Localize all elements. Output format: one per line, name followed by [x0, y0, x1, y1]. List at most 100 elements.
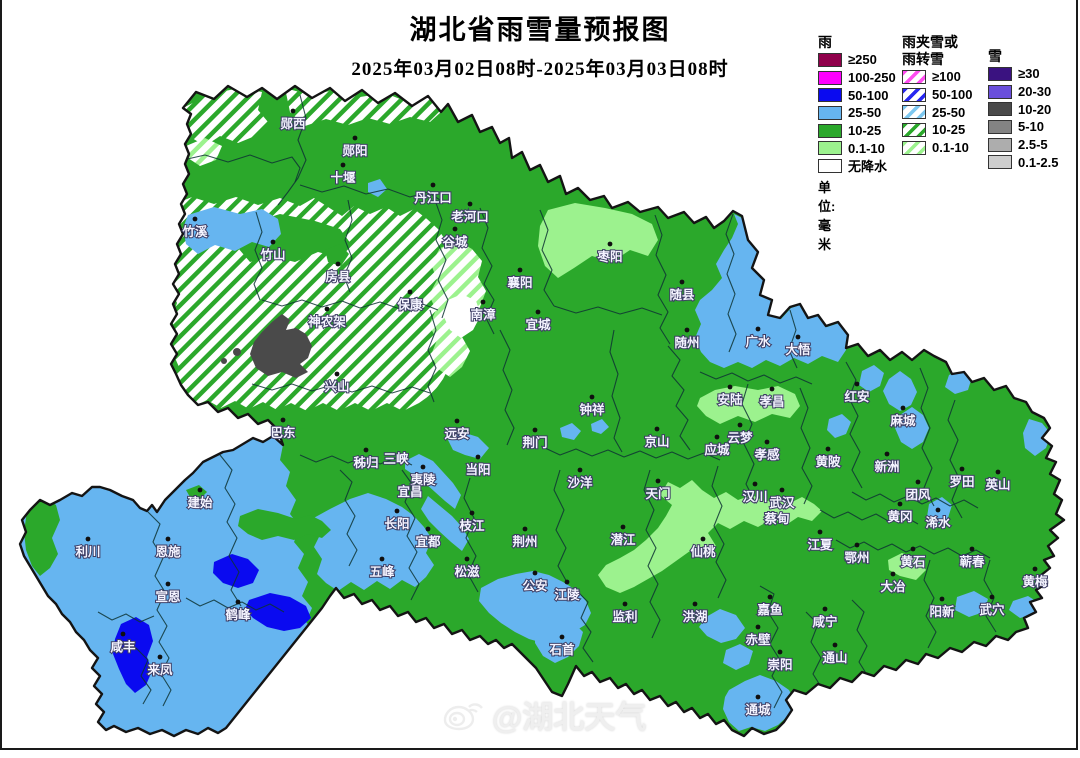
city-dot [959, 466, 965, 472]
city-label: 当阳 [465, 462, 490, 477]
legend-swatch [988, 66, 1012, 81]
legend-row: 0.1-10 [818, 139, 896, 157]
city-dot [822, 606, 828, 612]
city-dot [825, 446, 831, 452]
city-label: 大悟 [785, 342, 811, 357]
region-rain-25-50 [859, 365, 884, 392]
city-label: 天门 [645, 486, 670, 501]
legend-swatch [818, 52, 842, 67]
city-label: 通城 [745, 702, 771, 717]
city-label: 黄梅 [1022, 574, 1048, 589]
region-sleet-10-25 [169, 197, 451, 411]
city-label: 江陵 [554, 587, 580, 602]
legend-label: 5-10 [1018, 119, 1045, 135]
city-dot [832, 642, 838, 648]
legend-row: ≥250 [818, 51, 896, 69]
city-label: 英山 [985, 477, 1010, 492]
region-rain-25-50 [421, 496, 469, 551]
city-label: 黄陂 [815, 454, 841, 469]
city-label: 南漳 [470, 307, 496, 322]
city-dot [340, 162, 346, 168]
city-dot [767, 594, 773, 600]
city-dot [235, 599, 241, 605]
watermark-text: @湖北天气 [491, 700, 647, 735]
city-label: 枝江 [458, 518, 485, 533]
legend-row: ≥100 [902, 68, 972, 86]
city-dot [192, 216, 198, 222]
city-label: 随县 [669, 287, 695, 302]
city-label: 鄂州 [844, 551, 869, 565]
city-dot [969, 546, 975, 552]
legend-swatch [988, 102, 1012, 117]
city-dot [714, 434, 720, 440]
city-label: 洪湖 [682, 609, 707, 624]
legend-row: 100-250 [818, 69, 896, 87]
city-label: 江夏 [807, 537, 833, 552]
region-rain-0.1-10 [598, 480, 822, 593]
city-label: 大冶 [880, 579, 906, 594]
city-dot [884, 451, 890, 457]
city-label: 松滋 [454, 564, 480, 579]
city-label: 远安 [444, 426, 469, 441]
legend-label: 20-30 [1018, 84, 1052, 100]
region-rain-25-50 [883, 371, 917, 411]
city-dot [854, 542, 860, 548]
city-dot [454, 418, 460, 424]
region-rain-25-50 [183, 207, 281, 254]
city-dot [890, 571, 896, 577]
legend-row: 0.1-10 [902, 139, 972, 157]
city-label: 丹江口 [414, 190, 452, 205]
city-dot [165, 536, 171, 542]
city-dot [989, 594, 995, 600]
city-dot [532, 570, 538, 576]
page-title: 湖北省雨雪量预报图 [409, 15, 671, 45]
city-dot [755, 694, 761, 700]
city-dot [854, 381, 860, 387]
legend-swatch [902, 122, 926, 137]
city-label: 枣阳 [596, 249, 622, 264]
legend-row: ≥30 [988, 65, 1058, 83]
city-label: 咸丰 [110, 639, 136, 654]
city-dot [522, 526, 528, 532]
legend-row: 25-50 [818, 104, 896, 122]
legend-snow-column: 雪 ≥30 20-30 10-20 5-10 2.5-5 0.1-2.5 [988, 34, 1058, 171]
region-rain-0.1-10 [538, 203, 658, 278]
city-label: 恩施 [155, 544, 181, 559]
legend-label: 无降水 [848, 159, 888, 175]
region-rain-25-50 [405, 454, 461, 509]
city-label: 咸宁 [812, 614, 837, 629]
city-dot [334, 371, 340, 377]
region-rain-50-100 [213, 554, 259, 588]
city-label: 浠水 [925, 515, 951, 530]
city-dot [464, 556, 470, 562]
city-dot [620, 524, 626, 530]
city-dot [352, 135, 358, 141]
region-rain-25-50 [560, 423, 581, 440]
city-dot [407, 289, 413, 295]
city-dot [607, 241, 613, 247]
city-label: 麻城 [889, 413, 916, 428]
legend-swatch [902, 140, 926, 155]
city-label: 蕲春 [959, 554, 985, 569]
legend-label: 2.5-5 [1018, 137, 1048, 153]
city-dot [452, 226, 458, 232]
legend-swatch [988, 155, 1012, 170]
city-label: 汉川 [742, 489, 767, 504]
legend-row: 50-100 [902, 86, 972, 104]
city-label: 罗田 [949, 474, 974, 489]
city-label: 安陆 [717, 392, 743, 407]
city-dot [795, 334, 801, 340]
city-label: 潜江 [610, 532, 636, 547]
city-label: 武汉 [769, 495, 795, 510]
city-dot [679, 279, 685, 285]
region-rain-25-50 [535, 615, 583, 663]
city-label: 神农架 [308, 314, 346, 329]
legend-sleet-header: 雨夹雪或 雨转雪 [902, 34, 958, 67]
legend-swatch [818, 70, 842, 85]
region-sleet-10-25 [183, 88, 268, 146]
legend-swatch [902, 105, 926, 120]
city-dot [480, 299, 486, 305]
legend-label: 100-250 [848, 70, 896, 86]
